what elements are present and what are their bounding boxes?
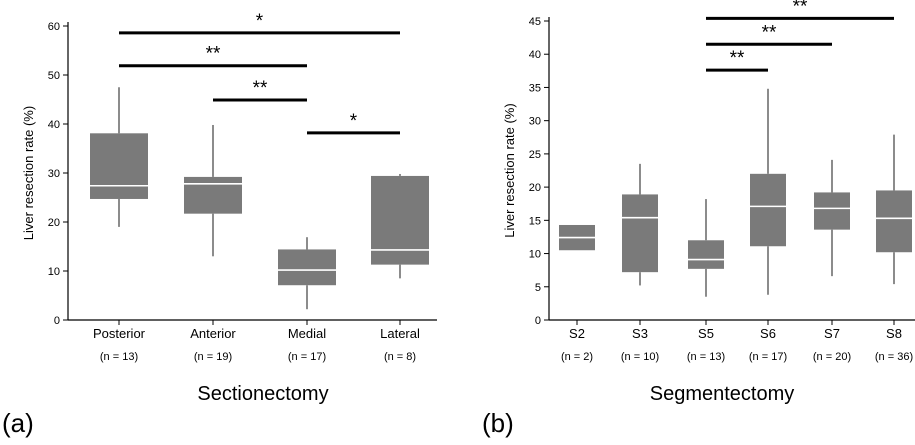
significance-marker: ** (793, 0, 808, 17)
box-posterior (90, 133, 148, 199)
x-tick-label: Medial (288, 326, 326, 341)
x-axis-label: Segmentectomy (650, 383, 795, 405)
significance-marker: ** (253, 78, 268, 99)
sample-size-label: (n = 20) (813, 351, 851, 363)
y-tick-label: 5 (535, 282, 541, 294)
sample-size-label: (n = 13) (100, 351, 138, 363)
y-tick-label: 10 (48, 266, 60, 278)
panel-b-label: (b) (482, 408, 514, 438)
significance-marker: ** (206, 44, 221, 65)
sample-size-label: (n = 2) (561, 351, 593, 363)
y-tick-label: 20 (529, 182, 541, 194)
significance-marker: * (350, 111, 358, 132)
box-s8 (876, 190, 912, 253)
panel-a-label: (a) (2, 408, 34, 438)
significance-marker: ** (730, 48, 745, 69)
x-tick-label: S5 (698, 326, 714, 341)
sample-size-label: (n = 17) (288, 351, 326, 363)
y-tick-label: 30 (48, 168, 60, 180)
y-tick-label: 40 (529, 49, 541, 61)
box-s3 (622, 194, 658, 273)
y-tick-label: 60 (48, 21, 60, 33)
x-tick-label: S6 (760, 326, 776, 341)
y-tick-label: 35 (529, 82, 541, 94)
y-axis-label: Liver resection rate (%) (21, 106, 36, 240)
x-tick-label: Lateral (380, 326, 420, 341)
box-medial (278, 249, 336, 286)
y-tick-label: 20 (48, 217, 60, 229)
x-tick-label: S7 (824, 326, 840, 341)
significance-marker: * (256, 11, 264, 32)
y-tick-label: 10 (529, 249, 541, 261)
box-s7 (814, 192, 850, 230)
y-tick-label: 15 (529, 215, 541, 227)
x-tick-label: Anterior (190, 326, 236, 341)
box-s5 (688, 240, 724, 269)
box-anterior (184, 176, 242, 214)
box-s6 (750, 173, 786, 247)
x-tick-label: S3 (632, 326, 648, 341)
y-tick-label: 40 (48, 119, 60, 131)
y-tick-label: 0 (535, 315, 541, 327)
sample-size-label: (n = 13) (687, 351, 725, 363)
sample-size-label: (n = 10) (621, 351, 659, 363)
sample-size-label: (n = 17) (749, 351, 787, 363)
y-axis-label: Liver resection rate (%) (502, 103, 517, 237)
y-tick-label: 30 (529, 116, 541, 128)
x-tick-label: S2 (569, 326, 585, 341)
x-tick-label: S8 (886, 326, 902, 341)
box-lateral (371, 175, 429, 265)
sample-size-label: (n = 8) (384, 351, 416, 363)
y-tick-label: 0 (54, 315, 60, 327)
sample-size-label: (n = 19) (194, 351, 232, 363)
x-tick-label: Posterior (93, 326, 146, 341)
sample-size-label: (n = 36) (875, 351, 913, 363)
panel-b-segmentectomy: 0 5 10 15 20 25 30 35 40 45 Liver resection rate (… (502, 0, 915, 405)
x-axis-label: Sectionectomy (197, 383, 328, 405)
significance-marker: ** (762, 22, 777, 43)
y-tick-label: 25 (529, 149, 541, 161)
panel-a-sectionectomy: 0 10 20 30 40 50 60 Liver resection rate (%) Pos… (21, 11, 437, 405)
y-tick-label: 50 (48, 70, 60, 82)
y-tick-label: 45 (529, 16, 541, 28)
